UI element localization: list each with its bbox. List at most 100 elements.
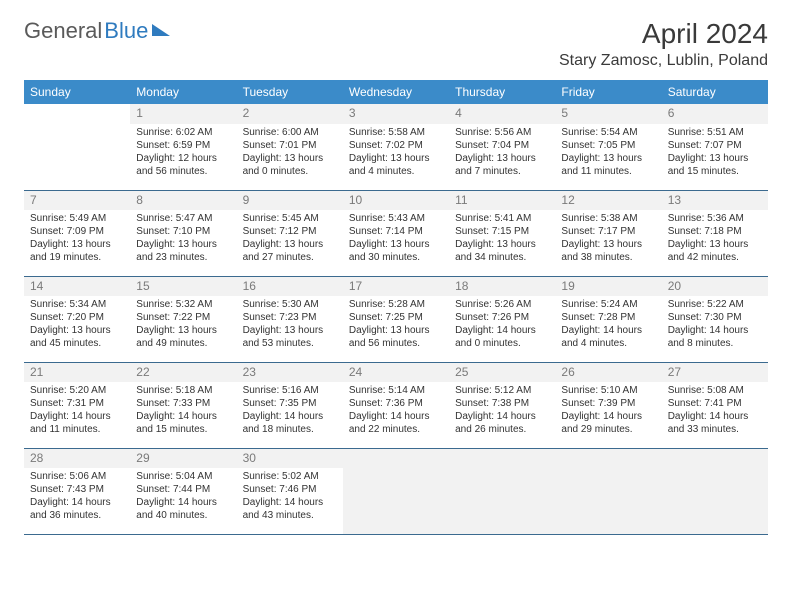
day-daylight1: Daylight: 13 hours — [30, 238, 124, 251]
day-daylight2: and 49 minutes. — [136, 337, 230, 350]
day-sunrise: Sunrise: 5:56 AM — [455, 126, 549, 139]
day-daylight2: and 4 minutes. — [349, 165, 443, 178]
day-daylight2: and 40 minutes. — [136, 509, 230, 522]
day-sunset: Sunset: 7:38 PM — [455, 397, 549, 410]
day-daylight1: Daylight: 13 hours — [243, 152, 337, 165]
day-sunrise: Sunrise: 5:26 AM — [455, 298, 549, 311]
calendar-day-cell — [662, 448, 768, 534]
day-sunrise: Sunrise: 5:10 AM — [561, 384, 655, 397]
calendar-day-cell: 12Sunrise: 5:38 AMSunset: 7:17 PMDayligh… — [555, 190, 661, 276]
day-daylight1: Daylight: 13 hours — [349, 238, 443, 251]
calendar-week-row: 28Sunrise: 5:06 AMSunset: 7:43 PMDayligh… — [24, 448, 768, 534]
day-number: 11 — [449, 191, 555, 211]
calendar-day-cell: 20Sunrise: 5:22 AMSunset: 7:30 PMDayligh… — [662, 276, 768, 362]
day-daylight1: Daylight: 13 hours — [561, 152, 655, 165]
weekday-header: Thursday — [449, 80, 555, 104]
calendar-day-cell: 17Sunrise: 5:28 AMSunset: 7:25 PMDayligh… — [343, 276, 449, 362]
day-daylight1: Daylight: 14 hours — [243, 496, 337, 509]
day-sunset: Sunset: 7:09 PM — [30, 225, 124, 238]
calendar-day-cell: 13Sunrise: 5:36 AMSunset: 7:18 PMDayligh… — [662, 190, 768, 276]
day-number: 23 — [237, 363, 343, 383]
day-daylight1: Daylight: 14 hours — [668, 324, 762, 337]
weekday-header: Wednesday — [343, 80, 449, 104]
day-sunset: Sunset: 7:33 PM — [136, 397, 230, 410]
calendar-day-cell: 15Sunrise: 5:32 AMSunset: 7:22 PMDayligh… — [130, 276, 236, 362]
day-daylight2: and 45 minutes. — [30, 337, 124, 350]
day-sunset: Sunset: 7:46 PM — [243, 483, 337, 496]
day-daylight1: Daylight: 14 hours — [561, 324, 655, 337]
day-sunrise: Sunrise: 5:49 AM — [30, 212, 124, 225]
day-daylight1: Daylight: 14 hours — [455, 324, 549, 337]
calendar-day-cell — [24, 104, 130, 190]
day-daylight2: and 42 minutes. — [668, 251, 762, 264]
day-number: 25 — [449, 363, 555, 383]
day-daylight1: Daylight: 14 hours — [668, 410, 762, 423]
calendar-week-row: 1Sunrise: 6:02 AMSunset: 6:59 PMDaylight… — [24, 104, 768, 190]
calendar-day-cell: 14Sunrise: 5:34 AMSunset: 7:20 PMDayligh… — [24, 276, 130, 362]
day-sunset: Sunset: 7:02 PM — [349, 139, 443, 152]
day-daylight1: Daylight: 14 hours — [136, 496, 230, 509]
calendar-day-cell: 1Sunrise: 6:02 AMSunset: 6:59 PMDaylight… — [130, 104, 236, 190]
day-number: 13 — [662, 191, 768, 211]
brand-mark-icon — [152, 24, 170, 36]
day-daylight2: and 4 minutes. — [561, 337, 655, 350]
day-daylight1: Daylight: 13 hours — [561, 238, 655, 251]
day-daylight2: and 26 minutes. — [455, 423, 549, 436]
day-sunset: Sunset: 7:39 PM — [561, 397, 655, 410]
day-daylight2: and 56 minutes. — [136, 165, 230, 178]
day-number: 24 — [343, 363, 449, 383]
calendar-day-cell: 23Sunrise: 5:16 AMSunset: 7:35 PMDayligh… — [237, 362, 343, 448]
day-sunset: Sunset: 7:22 PM — [136, 311, 230, 324]
day-daylight2: and 11 minutes. — [561, 165, 655, 178]
day-number: 16 — [237, 277, 343, 297]
calendar-day-cell — [343, 448, 449, 534]
day-sunrise: Sunrise: 5:58 AM — [349, 126, 443, 139]
brand-logo: GeneralBlue — [24, 18, 170, 44]
day-sunset: Sunset: 7:04 PM — [455, 139, 549, 152]
day-sunset: Sunset: 7:30 PM — [668, 311, 762, 324]
day-number: 28 — [24, 449, 130, 469]
day-sunset: Sunset: 7:23 PM — [243, 311, 337, 324]
day-sunset: Sunset: 7:25 PM — [349, 311, 443, 324]
day-daylight2: and 33 minutes. — [668, 423, 762, 436]
day-sunrise: Sunrise: 5:28 AM — [349, 298, 443, 311]
calendar-table: SundayMondayTuesdayWednesdayThursdayFrid… — [24, 80, 768, 535]
day-daylight2: and 18 minutes. — [243, 423, 337, 436]
day-sunrise: Sunrise: 5:20 AM — [30, 384, 124, 397]
day-daylight2: and 22 minutes. — [349, 423, 443, 436]
brand-part1: General — [24, 18, 102, 44]
day-daylight1: Daylight: 14 hours — [561, 410, 655, 423]
day-daylight1: Daylight: 14 hours — [30, 410, 124, 423]
day-sunrise: Sunrise: 5:16 AM — [243, 384, 337, 397]
day-number: 6 — [662, 104, 768, 124]
day-daylight1: Daylight: 13 hours — [349, 152, 443, 165]
calendar-week-row: 7Sunrise: 5:49 AMSunset: 7:09 PMDaylight… — [24, 190, 768, 276]
day-number: 17 — [343, 277, 449, 297]
day-daylight1: Daylight: 13 hours — [668, 238, 762, 251]
day-daylight1: Daylight: 14 hours — [136, 410, 230, 423]
calendar-day-cell: 22Sunrise: 5:18 AMSunset: 7:33 PMDayligh… — [130, 362, 236, 448]
day-number: 21 — [24, 363, 130, 383]
calendar-week-row: 21Sunrise: 5:20 AMSunset: 7:31 PMDayligh… — [24, 362, 768, 448]
day-daylight1: Daylight: 13 hours — [349, 324, 443, 337]
day-sunset: Sunset: 6:59 PM — [136, 139, 230, 152]
day-sunset: Sunset: 7:31 PM — [30, 397, 124, 410]
day-daylight1: Daylight: 13 hours — [243, 238, 337, 251]
day-daylight1: Daylight: 13 hours — [136, 238, 230, 251]
day-daylight2: and 8 minutes. — [668, 337, 762, 350]
day-daylight2: and 15 minutes. — [668, 165, 762, 178]
day-daylight1: Daylight: 13 hours — [243, 324, 337, 337]
calendar-day-cell: 2Sunrise: 6:00 AMSunset: 7:01 PMDaylight… — [237, 104, 343, 190]
day-sunrise: Sunrise: 5:08 AM — [668, 384, 762, 397]
day-sunset: Sunset: 7:05 PM — [561, 139, 655, 152]
day-sunrise: Sunrise: 5:32 AM — [136, 298, 230, 311]
day-sunrise: Sunrise: 5:36 AM — [668, 212, 762, 225]
day-sunset: Sunset: 7:43 PM — [30, 483, 124, 496]
day-sunrise: Sunrise: 5:02 AM — [243, 470, 337, 483]
day-daylight2: and 23 minutes. — [136, 251, 230, 264]
calendar-day-cell: 8Sunrise: 5:47 AMSunset: 7:10 PMDaylight… — [130, 190, 236, 276]
day-daylight2: and 0 minutes. — [243, 165, 337, 178]
calendar-day-cell: 24Sunrise: 5:14 AMSunset: 7:36 PMDayligh… — [343, 362, 449, 448]
day-number: 15 — [130, 277, 236, 297]
calendar-day-cell: 25Sunrise: 5:12 AMSunset: 7:38 PMDayligh… — [449, 362, 555, 448]
